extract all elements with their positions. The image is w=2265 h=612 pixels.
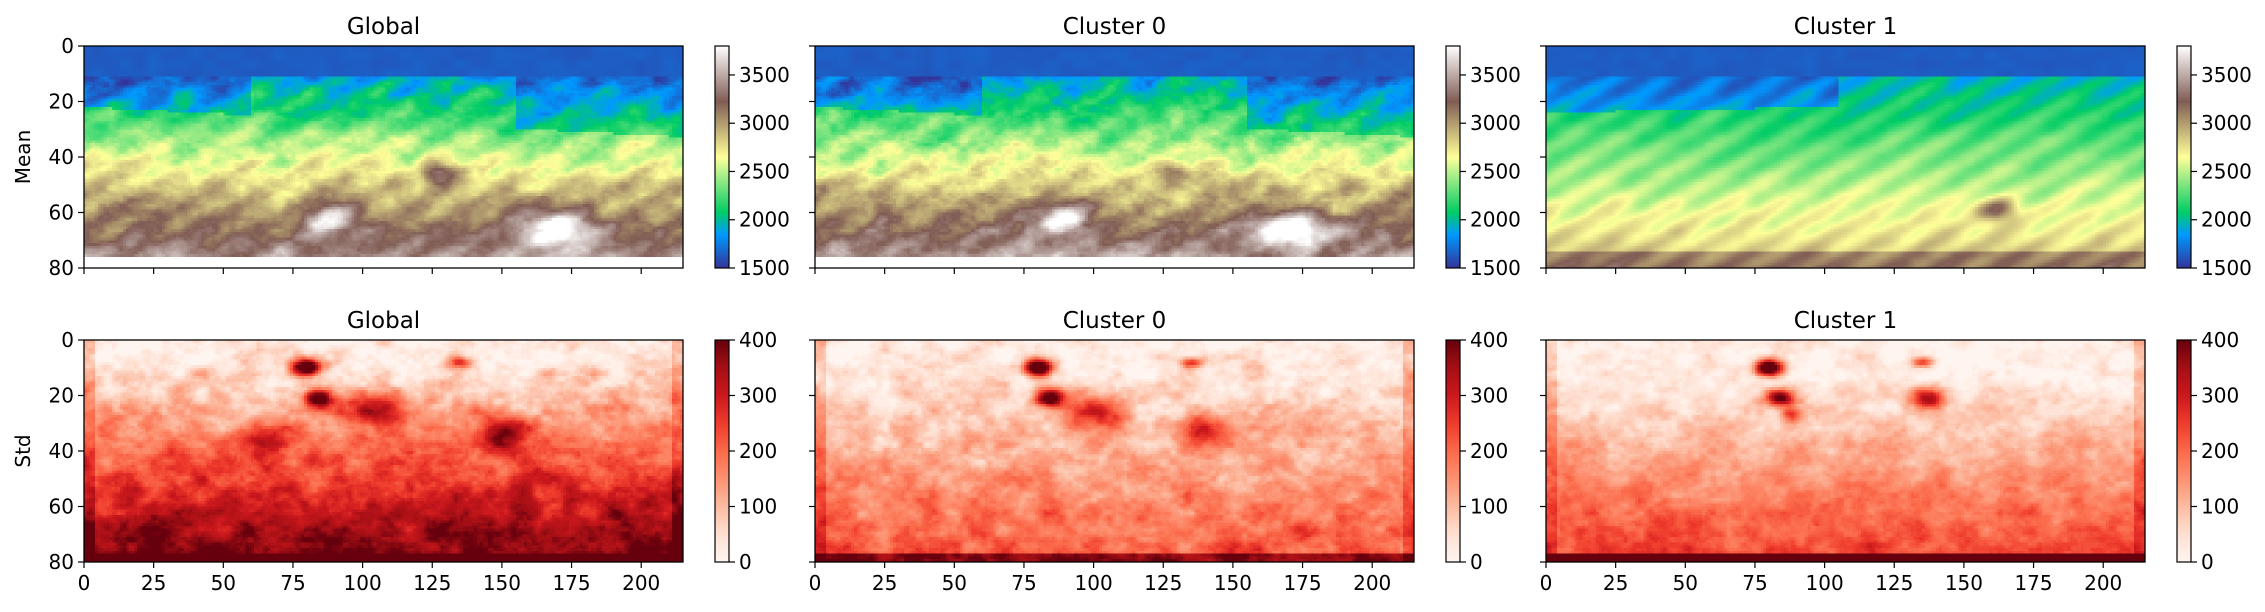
x-tick-label: 175 <box>552 571 590 595</box>
colorbar-tick-label: 0 <box>2201 550 2214 574</box>
colorbar-tick-label: 3000 <box>739 111 790 135</box>
colorbar-frame <box>1445 45 1461 269</box>
x-tick-label: 50 <box>942 571 967 595</box>
y-tick-label: 60 <box>49 495 74 519</box>
colorbar-tick-label: 400 <box>1470 328 1508 352</box>
colorbar-tick-label: 400 <box>2201 328 2239 352</box>
subplot-title: Cluster 0 <box>1063 308 1167 334</box>
colorbar-tick-label: 200 <box>739 439 777 463</box>
x-tick-label: 100 <box>344 571 382 595</box>
colorbar-tick-label: 3500 <box>739 63 790 87</box>
colorbar-tick-label: 200 <box>1470 439 1508 463</box>
y-tick-label: 80 <box>49 550 74 574</box>
subplot-title: Global <box>347 308 420 334</box>
colorbar-tick-label: 1500 <box>2201 256 2252 280</box>
colorbar-tick-label: 100 <box>1470 495 1508 519</box>
colorbar-tick-label: 3000 <box>1470 111 1521 135</box>
colorbar-tick-label: 1500 <box>739 256 790 280</box>
heatmap-image <box>84 46 683 268</box>
subplot-0-2: Cluster 1 1500 2000 2500 3000 3500 <box>1540 14 2252 280</box>
colorbar-frame <box>714 45 730 269</box>
x-tick-label: 0 <box>78 571 91 595</box>
colorbar <box>1446 46 1460 268</box>
colorbar-tick-label: 0 <box>1470 550 1483 574</box>
x-tick-label: 50 <box>1673 571 1698 595</box>
x-tick-label: 175 <box>2014 571 2052 595</box>
colorbar-tick-label: 2000 <box>2201 208 2252 232</box>
x-tick-label: 25 <box>1603 571 1628 595</box>
x-tick-label: 125 <box>413 571 451 595</box>
colorbar-tick-label: 2000 <box>1470 208 1521 232</box>
subplot-1-2: Cluster 1 0 25 50 75 100 125 150 175 200 0 100 200 30… <box>1540 308 2240 595</box>
y-tick-label: 40 <box>49 145 74 169</box>
subplot-title: Cluster 1 <box>1794 14 1898 40</box>
colorbar-tick-label: 3500 <box>1470 63 1521 87</box>
x-tick-label: 50 <box>211 571 236 595</box>
y-tick-label: 60 <box>49 201 74 225</box>
x-tick-label: 125 <box>1144 571 1182 595</box>
colorbar-tick-label: 300 <box>1470 384 1508 408</box>
x-tick-label: 150 <box>1945 571 1983 595</box>
y-tick-label: 0 <box>61 328 74 352</box>
x-tick-label: 150 <box>483 571 521 595</box>
x-tick-label: 100 <box>1075 571 1113 595</box>
subplot-1-1: Cluster 0 0 25 50 75 100 125 150 175 200 0 100 200 30… <box>809 308 1509 595</box>
colorbar-tick-label: 2500 <box>1470 159 1521 183</box>
colorbar <box>1446 340 1460 562</box>
x-tick-label: 175 <box>1283 571 1321 595</box>
colorbar-tick-label: 200 <box>2201 439 2239 463</box>
colorbar-tick-label: 2500 <box>739 159 790 183</box>
x-tick-label: 0 <box>809 571 822 595</box>
x-tick-label: 75 <box>280 571 305 595</box>
x-tick-label: 200 <box>1353 571 1391 595</box>
colorbar-tick-label: 300 <box>2201 384 2239 408</box>
colorbar <box>715 46 729 268</box>
y-tick-label: 0 <box>61 34 74 58</box>
y-axis-label: Std <box>11 434 35 467</box>
x-tick-label: 125 <box>1875 571 1913 595</box>
heatmap-image <box>815 46 1414 268</box>
subplot-0-1: Cluster 0 1500 2000 2500 3000 3500 <box>809 14 1521 280</box>
x-tick-label: 25 <box>872 571 897 595</box>
x-tick-label: 75 <box>1742 571 1767 595</box>
colorbar-tick-label: 100 <box>2201 495 2239 519</box>
heatmap-image <box>1546 340 2145 562</box>
subplot-title: Cluster 0 <box>1063 14 1167 40</box>
subplot-title: Global <box>347 14 420 40</box>
colorbar-tick-label: 3500 <box>2201 63 2252 87</box>
heatmap-image <box>1546 46 2145 268</box>
colorbar-tick-label: 300 <box>739 384 777 408</box>
y-tick-label: 20 <box>49 90 74 114</box>
subplot-0-0: Global Mean 0 20 40 60 80 1500 2000 2500 3000 3500 <box>11 14 790 280</box>
heatmap-image <box>84 340 683 562</box>
y-axis-label: Mean <box>11 130 35 185</box>
colorbar-tick-label: 1500 <box>1470 256 1521 280</box>
x-tick-label: 25 <box>141 571 166 595</box>
heatmap-image <box>815 340 1414 562</box>
colorbar-tick-label: 100 <box>739 495 777 519</box>
x-tick-label: 150 <box>1214 571 1252 595</box>
y-tick-label: 20 <box>49 384 74 408</box>
colorbar <box>715 340 729 562</box>
colorbar-tick-label: 0 <box>739 550 752 574</box>
x-tick-label: 200 <box>2084 571 2122 595</box>
colorbar-tick-label: 3000 <box>2201 111 2252 135</box>
x-tick-label: 100 <box>1806 571 1844 595</box>
subplot-title: Cluster 1 <box>1794 308 1898 334</box>
colorbar-tick-label: 400 <box>739 328 777 352</box>
x-tick-label: 200 <box>622 571 660 595</box>
colorbar-frame <box>2176 45 2192 269</box>
x-tick-label: 75 <box>1011 571 1036 595</box>
colorbar-tick-label: 2500 <box>2201 159 2252 183</box>
colorbar-tick-label: 2000 <box>739 208 790 232</box>
colorbar <box>2177 46 2191 268</box>
y-tick-label: 80 <box>49 256 74 280</box>
y-tick-label: 40 <box>49 439 74 463</box>
colorbar <box>2177 340 2191 562</box>
x-tick-label: 0 <box>1540 571 1553 595</box>
